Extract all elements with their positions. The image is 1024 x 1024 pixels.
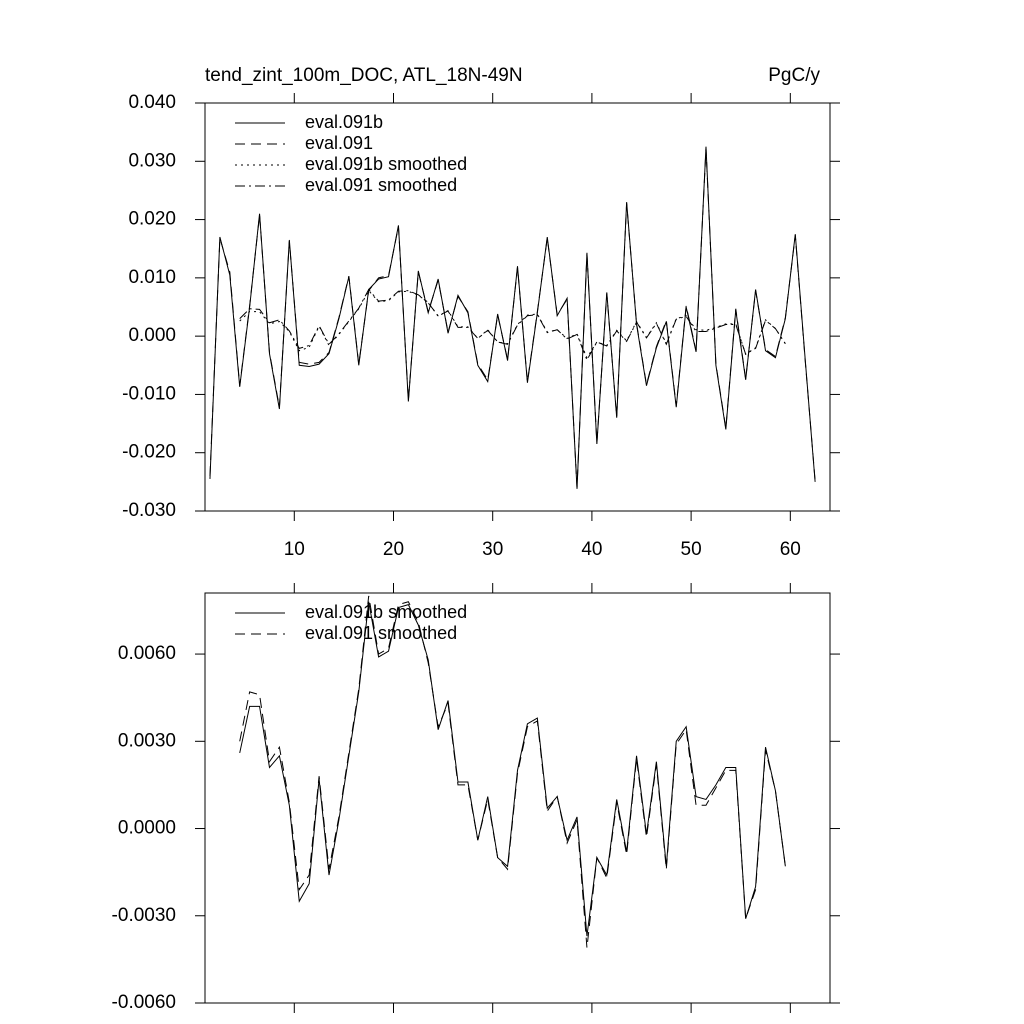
legend-label: eval.091 [305,133,373,153]
y-tick-label: -0.020 [122,442,176,463]
plot-frame [204,592,831,1004]
x-tick-label: 10 [284,539,305,560]
x-tick-label: 20 [383,539,404,560]
y-tick-label: 0.020 [128,209,176,230]
y-tick-label: 0.010 [128,267,176,288]
y-tick-label: 0.030 [128,150,176,171]
plot-frame [204,102,831,512]
y-tick-label: -0.030 [122,500,176,521]
x-tick-label: 40 [581,539,602,560]
chart-title: tend_zint_100m_DOC, ATL_18N-49N [205,65,523,86]
x-tick-label: 60 [780,539,801,560]
legend-label: eval.091b smoothed [305,602,467,622]
legend-label: eval.091 smoothed [305,623,457,643]
y-tick-label: 0.000 [128,325,176,346]
y-tick-label: 0.0030 [118,730,176,751]
x-tick-label: 50 [681,539,702,560]
y-tick-label: 0.040 [128,92,176,113]
y-tick-label: -0.0060 [112,992,176,1013]
legend-label: eval.091b [305,112,383,132]
series-line [239,601,786,937]
y-tick-label: 0.0060 [118,643,176,664]
units-label: PgC/y [768,65,820,86]
y-tick-label: 0.0000 [118,818,176,839]
series-line [239,288,786,362]
y-tick-label: -0.010 [122,383,176,404]
x-tick-label: 30 [482,539,503,560]
series-line [209,148,816,488]
series-line [239,289,786,359]
y-tick-label: -0.0030 [112,905,176,926]
legend-label: eval.091 smoothed [305,175,457,195]
legend-label: eval.091b smoothed [305,154,467,174]
series-line [239,595,786,948]
